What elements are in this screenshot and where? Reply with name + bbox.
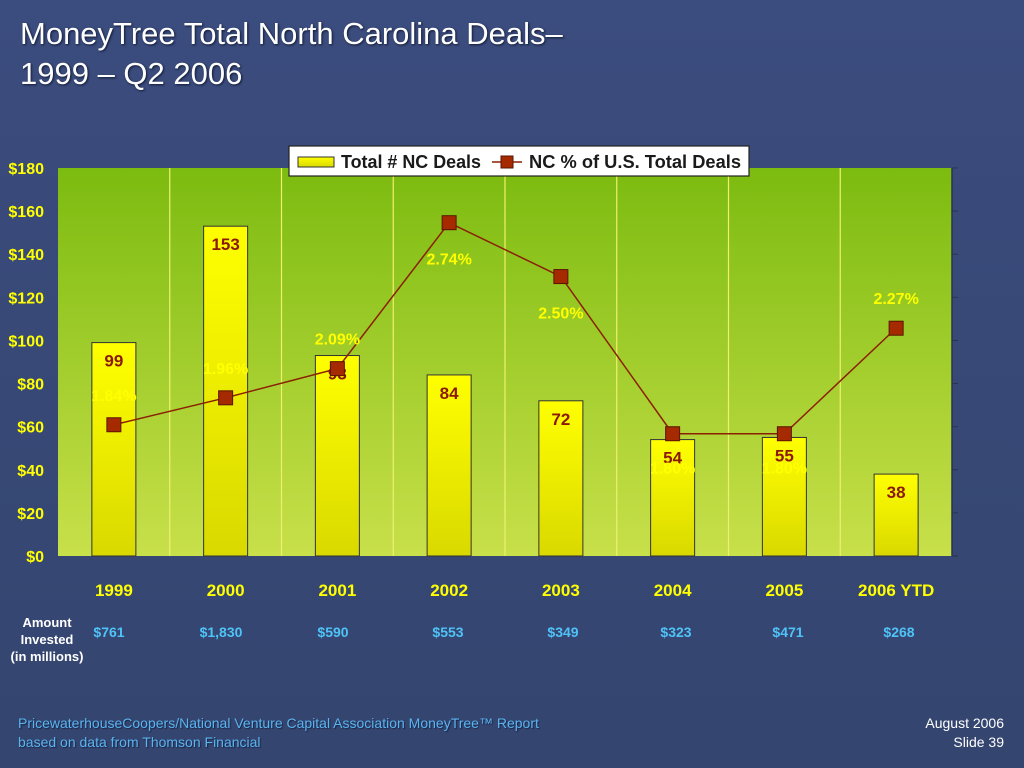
amount-invested-value: $1,830 [199,624,243,640]
y-tick-label: $100 [8,333,44,350]
y-tick-label: $80 [17,377,44,394]
date-slide-footer: August 2006 Slide 39 [925,714,1004,752]
x-tick-label: 2002 [430,581,468,600]
bar-value-label: 72 [551,410,570,429]
bar-2005 [761,436,807,557]
pct-label: 1.80% [650,461,695,478]
bar-2004 [650,439,696,557]
bar-1999 [91,342,137,557]
bar-value-label: 55 [775,446,794,465]
y-tick-label: $160 [8,204,44,221]
y-tick-label: $60 [17,420,44,437]
pct-label: 2.27% [873,291,918,308]
legend-box [288,145,750,177]
bar-2006-ytd [873,473,919,557]
x-tick-label: 2006 YTD [858,581,934,600]
pct-marker [553,269,569,285]
pct-marker [218,390,234,406]
bar-2001 [314,355,360,557]
x-tick-label: 1999 [95,581,133,600]
pct-label: 1.84% [91,388,136,405]
legend-marker-swatch [500,155,514,169]
title-line-2: 1999 – Q2 2006 [20,56,243,91]
y-tick-label: $140 [8,247,44,264]
amount-invested-value: $323 [660,624,692,640]
source-footer: PricewaterhouseCoopers/National Venture … [18,715,539,750]
amount-invested-value: $471 [772,624,804,640]
legend-bar-label: Total # NC Deals [341,152,481,172]
amount-invested-label: Amount Invested (in millions) [10,615,84,664]
pct-marker [776,426,792,442]
bar-value-label: 54 [663,449,682,468]
pct-label: 2.09% [315,332,360,349]
amount-invested-value: $553 [432,624,464,640]
bar-value-label: 84 [440,384,459,403]
slide-title: MoneyTree Total North Carolina Deals– 19… [20,14,780,94]
bar-value-label: 38 [887,483,906,502]
bar-2002 [426,374,472,557]
bar-value-label: 99 [104,352,123,371]
deals-chart: $0$20$40$60$80$100$120$140$160$180991539… [8,145,958,600]
y-tick-label: $40 [17,463,44,480]
footer-slide-number: Slide 39 [953,734,1004,750]
pct-marker [888,320,904,336]
legend-line-label: NC % of U.S. Total Deals [529,152,741,172]
title-line-1: MoneyTree Total North Carolina Deals– [20,16,563,51]
y-tick-label: $20 [17,506,44,523]
bar-2003 [538,400,584,557]
pct-marker [441,215,457,231]
amount-invested-value: $590 [317,624,349,640]
pct-marker [329,361,345,377]
legend-bar-swatch [297,156,335,168]
y-tick-label: $0 [26,549,44,566]
pct-marker [106,417,122,433]
amount-invested-value: $761 [93,624,125,640]
y-tick-label: $180 [8,161,44,178]
bar-value-label: 153 [211,235,239,254]
x-tick-label: 2000 [207,581,245,600]
x-tick-label: 2004 [654,581,692,600]
x-tick-label: 2001 [318,581,356,600]
amount-invested-value: $349 [547,624,579,640]
x-tick-label: 2003 [542,581,580,600]
pct-label: 1.96% [203,361,248,378]
pct-label: 2.74% [426,252,471,269]
pct-label: 1.80% [762,461,807,478]
pct-label: 2.50% [538,306,583,323]
pct-line [113,221,897,435]
footer-date: August 2006 [925,715,1004,731]
amount-invested-value: $268 [883,624,915,640]
y-tick-label: $120 [8,290,44,307]
x-tick-label: 2005 [765,581,803,600]
pct-marker [665,426,681,442]
